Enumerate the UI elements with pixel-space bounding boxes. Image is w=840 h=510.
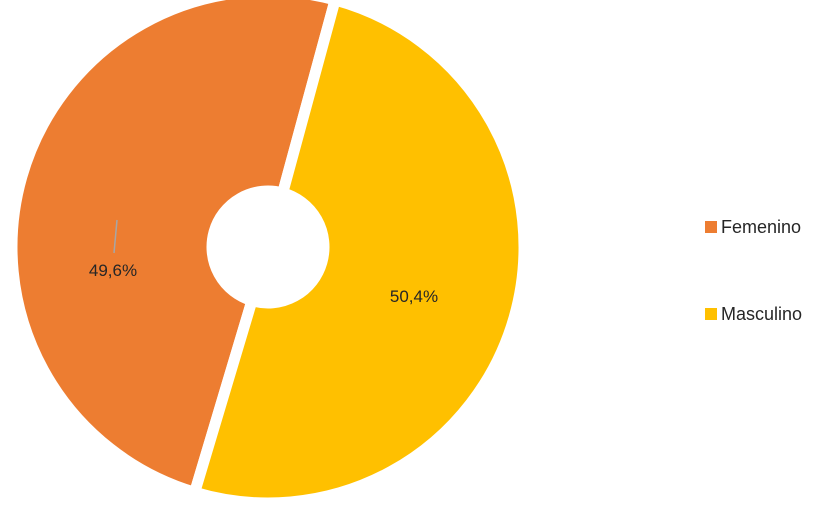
legend-item-femenino: Femenino: [705, 217, 801, 237]
legend-label: Femenino: [721, 217, 801, 237]
data-label-femenino: 49,6%: [89, 261, 137, 280]
legend-item-masculino: Masculino: [705, 304, 802, 324]
leader-lines-group: [113, 219, 118, 254]
legend-swatch: [705, 221, 717, 233]
legend-label: Masculino: [721, 304, 802, 324]
leader-line-femenino: [113, 219, 118, 254]
slice-femenino: [6, 0, 341, 500]
slice-masculino: [187, 0, 530, 509]
legend-swatch: [705, 308, 717, 320]
data-labels-group: 49,6% 50,4%: [89, 261, 438, 306]
data-label-masculino: 50,4%: [390, 287, 438, 306]
slices-group: [6, 0, 530, 509]
legend: Femenino Masculino: [705, 217, 802, 324]
